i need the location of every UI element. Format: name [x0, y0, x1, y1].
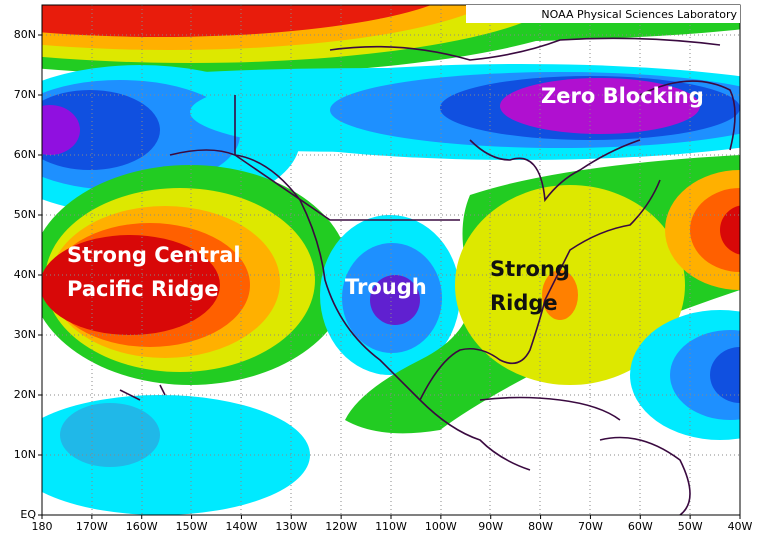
lat-label: 20N — [14, 388, 36, 401]
lat-label: 40N — [14, 268, 36, 281]
lat-label: EQ — [20, 508, 36, 521]
lon-label: 40W — [728, 520, 753, 533]
annotation: Pacific Ridge — [67, 277, 219, 301]
lon-label: 50W — [678, 520, 703, 533]
credit-box — [466, 5, 740, 23]
lon-label: 60W — [628, 520, 653, 533]
lon-label: 130W — [275, 520, 307, 533]
lon-label: 110W — [375, 520, 407, 533]
lat-label: 50N — [14, 208, 36, 221]
annotation: Trough — [345, 275, 427, 299]
lon-label: 120W — [325, 520, 357, 533]
lon-label: 100W — [425, 520, 457, 533]
annotation: Ridge — [490, 291, 558, 315]
lon-label: 90W — [478, 520, 503, 533]
credit: NOAA Physical Sciences Laboratory — [541, 8, 737, 21]
lat-label: 70N — [14, 88, 36, 101]
lat-label: 30N — [14, 328, 36, 341]
lon-label: 150W — [176, 520, 208, 533]
annotation: Strong Central — [67, 243, 241, 267]
lon-label: 180 — [32, 520, 53, 533]
lat-label: 60N — [14, 148, 36, 161]
lat-label: 80N — [14, 28, 36, 41]
lon-label: 160W — [126, 520, 158, 533]
annotation: Strong — [490, 257, 570, 281]
lat-label: 10N — [14, 448, 36, 461]
annotation: Zero Blocking — [541, 84, 704, 108]
lon-label: 140W — [225, 520, 257, 533]
lon-label: 80W — [528, 520, 553, 533]
coastlines — [119, 37, 736, 515]
lon-label: 170W — [76, 520, 108, 533]
lon-label: 70W — [578, 520, 603, 533]
annotations: Zero Blocking Strong Central Pacific Ridge… — [67, 84, 704, 315]
graticule — [42, 5, 740, 515]
anomaly-field — [42, 5, 740, 515]
